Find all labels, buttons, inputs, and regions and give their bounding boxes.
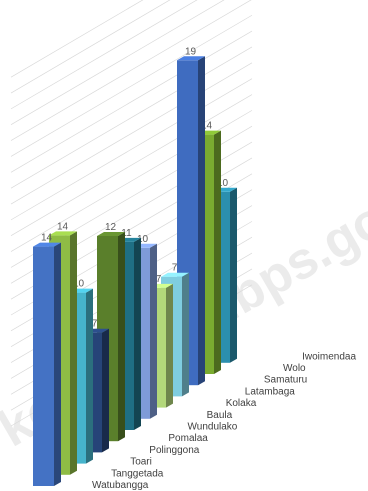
data-label: 10	[137, 234, 149, 245]
bar-side-face	[182, 272, 189, 397]
chart-category-labels: WatubanggaTanggetadaToariPolinggonaPomal…	[92, 351, 356, 491]
category-label: Wundulako	[188, 422, 238, 433]
gridline	[10, 78, 253, 221]
category-label: Iwoimendaa	[302, 351, 356, 362]
category-label: Toari	[130, 457, 152, 468]
category-label: Watubangga	[92, 480, 149, 491]
gridline	[10, 0, 225, 126]
gridline	[10, 0, 171, 94]
data-label: 7	[92, 319, 98, 330]
bar-side-face	[86, 288, 93, 464]
bar-watubangga: 14	[33, 233, 61, 486]
data-label: 14	[201, 121, 213, 132]
bar-side-face	[150, 243, 157, 419]
bar-top-face	[97, 232, 125, 236]
bar-top-face	[177, 56, 205, 61]
gridline	[10, 14, 253, 157]
category-label: Samaturu	[264, 375, 307, 386]
gridline	[10, 0, 252, 141]
gridline	[10, 0, 144, 78]
category-label: Kolaka	[226, 398, 257, 409]
bar-side-face	[118, 232, 125, 442]
gridline	[10, 30, 253, 173]
data-label: 10	[217, 178, 229, 189]
category-label: Polinggona	[149, 445, 199, 456]
gridline	[10, 94, 253, 237]
data-label: 10	[73, 279, 85, 290]
gridline	[10, 46, 253, 189]
bar-side-face	[134, 237, 141, 430]
category-label: Wolo	[283, 363, 306, 374]
data-label: 14	[57, 221, 69, 232]
gridline	[10, 0, 198, 110]
data-label: 12	[105, 222, 117, 233]
category-label: Baula	[207, 410, 233, 421]
bar-side-face	[102, 328, 109, 453]
bar-side-face	[198, 56, 205, 386]
data-label: 19	[185, 46, 197, 57]
category-label: Pomalaa	[168, 433, 208, 444]
bar-top-face	[161, 272, 189, 277]
data-label: 7	[156, 274, 162, 285]
data-label: 11	[121, 228, 132, 239]
category-label: Latambaga	[245, 386, 295, 397]
bar-top-face	[49, 231, 77, 236]
data-label: 14	[41, 233, 53, 244]
bar-front-face	[33, 246, 54, 486]
bar-side-face	[166, 283, 173, 408]
bar-side-face	[70, 231, 77, 475]
bar-side-face	[230, 187, 237, 363]
category-label: Tanggetada	[111, 468, 164, 479]
data-label: 7	[172, 263, 178, 274]
gridline	[10, 62, 253, 205]
bar-side-face	[214, 130, 221, 374]
bar-top-face	[33, 242, 61, 247]
bar-side-face	[54, 242, 61, 486]
